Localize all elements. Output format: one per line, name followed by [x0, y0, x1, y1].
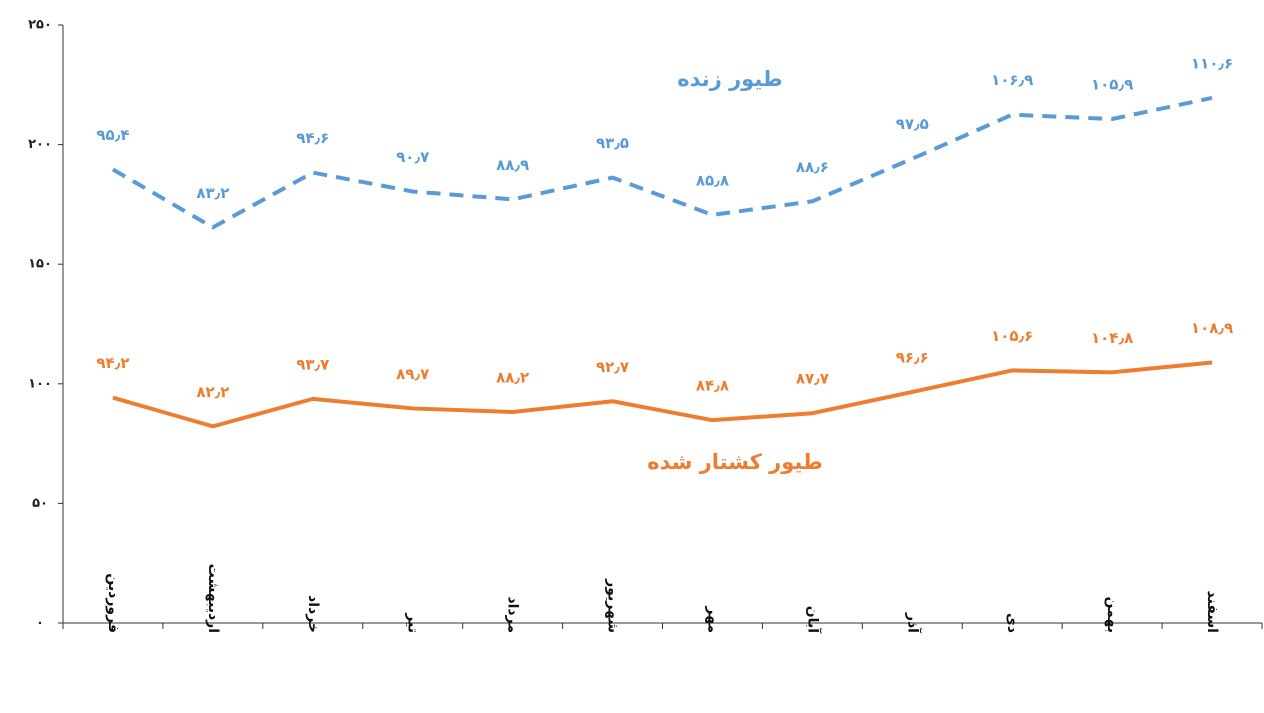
- data-label: ۱۰۴٫۸: [1091, 329, 1133, 347]
- y-tick-label: ۱۰۰: [28, 376, 52, 391]
- x-tick-label: مهر: [704, 605, 720, 633]
- y-tick-label: ۱۵۰: [28, 257, 52, 272]
- x-tick-label: اسفند: [1204, 591, 1220, 633]
- data-label: ۹۵٫۴: [96, 126, 129, 144]
- y-tick-label: ۰: [36, 616, 44, 631]
- data-label: ۱۰۵٫۶: [991, 327, 1033, 345]
- data-label: ۹۳٫۵: [596, 134, 629, 152]
- data-label: ۸۸٫۲: [496, 369, 529, 387]
- data-label: ۹۴٫۶: [296, 129, 329, 147]
- data-label: ۸۴٫۸: [696, 377, 729, 395]
- x-tick-label: اردیبهشت: [205, 564, 221, 633]
- x-tick-label: خرداد: [305, 595, 321, 633]
- data-label: ۸۳٫۲: [196, 184, 229, 202]
- data-label: ۱۰۵٫۹: [1091, 76, 1133, 94]
- data-label: ۱۰۸٫۹: [1191, 319, 1233, 337]
- series-line: [111, 95, 1213, 230]
- x-tick-label: تیر: [405, 612, 421, 633]
- data-label: ۸۹٫۷: [396, 365, 429, 383]
- x-tick-label: شهریور: [605, 578, 621, 633]
- data-label: ۹۳٫۷: [296, 355, 329, 373]
- data-label: ۸۸٫۶: [796, 158, 829, 176]
- data-label: ۹۰٫۷: [396, 148, 429, 166]
- x-tick-label: فروردین: [105, 573, 121, 633]
- data-label: ۹۴٫۲: [96, 354, 129, 372]
- series-line: [112, 360, 1213, 429]
- data-label: ۱۰۶٫۹: [991, 71, 1033, 89]
- x-tick-label: دی: [1004, 613, 1020, 633]
- series-name: طیور زنده: [677, 67, 782, 91]
- x-tick-label: آذر: [904, 612, 922, 634]
- y-tick-label: ۲۵۰: [28, 18, 52, 33]
- x-tick-label: مرداد: [505, 596, 521, 633]
- data-label: ۸۸٫۹: [496, 156, 529, 174]
- x-tick-label: بهمن: [1104, 597, 1120, 633]
- data-label: ۹۶٫۶: [896, 348, 929, 366]
- data-label: ۸۵٫۸: [696, 171, 729, 189]
- series-name: طیور کشتار شده: [647, 450, 823, 474]
- x-tick-label: آبان: [804, 606, 822, 634]
- data-label: ۸۲٫۲: [196, 383, 229, 401]
- data-label: ۱۱۰٫۶: [1191, 54, 1233, 72]
- y-tick-label: ۲۰۰: [28, 137, 52, 152]
- data-label: ۹۷٫۵: [896, 115, 929, 133]
- data-label: ۹۲٫۷: [596, 358, 629, 376]
- data-label: ۸۷٫۷: [796, 370, 829, 388]
- y-tick-label: ۵۰: [32, 496, 48, 511]
